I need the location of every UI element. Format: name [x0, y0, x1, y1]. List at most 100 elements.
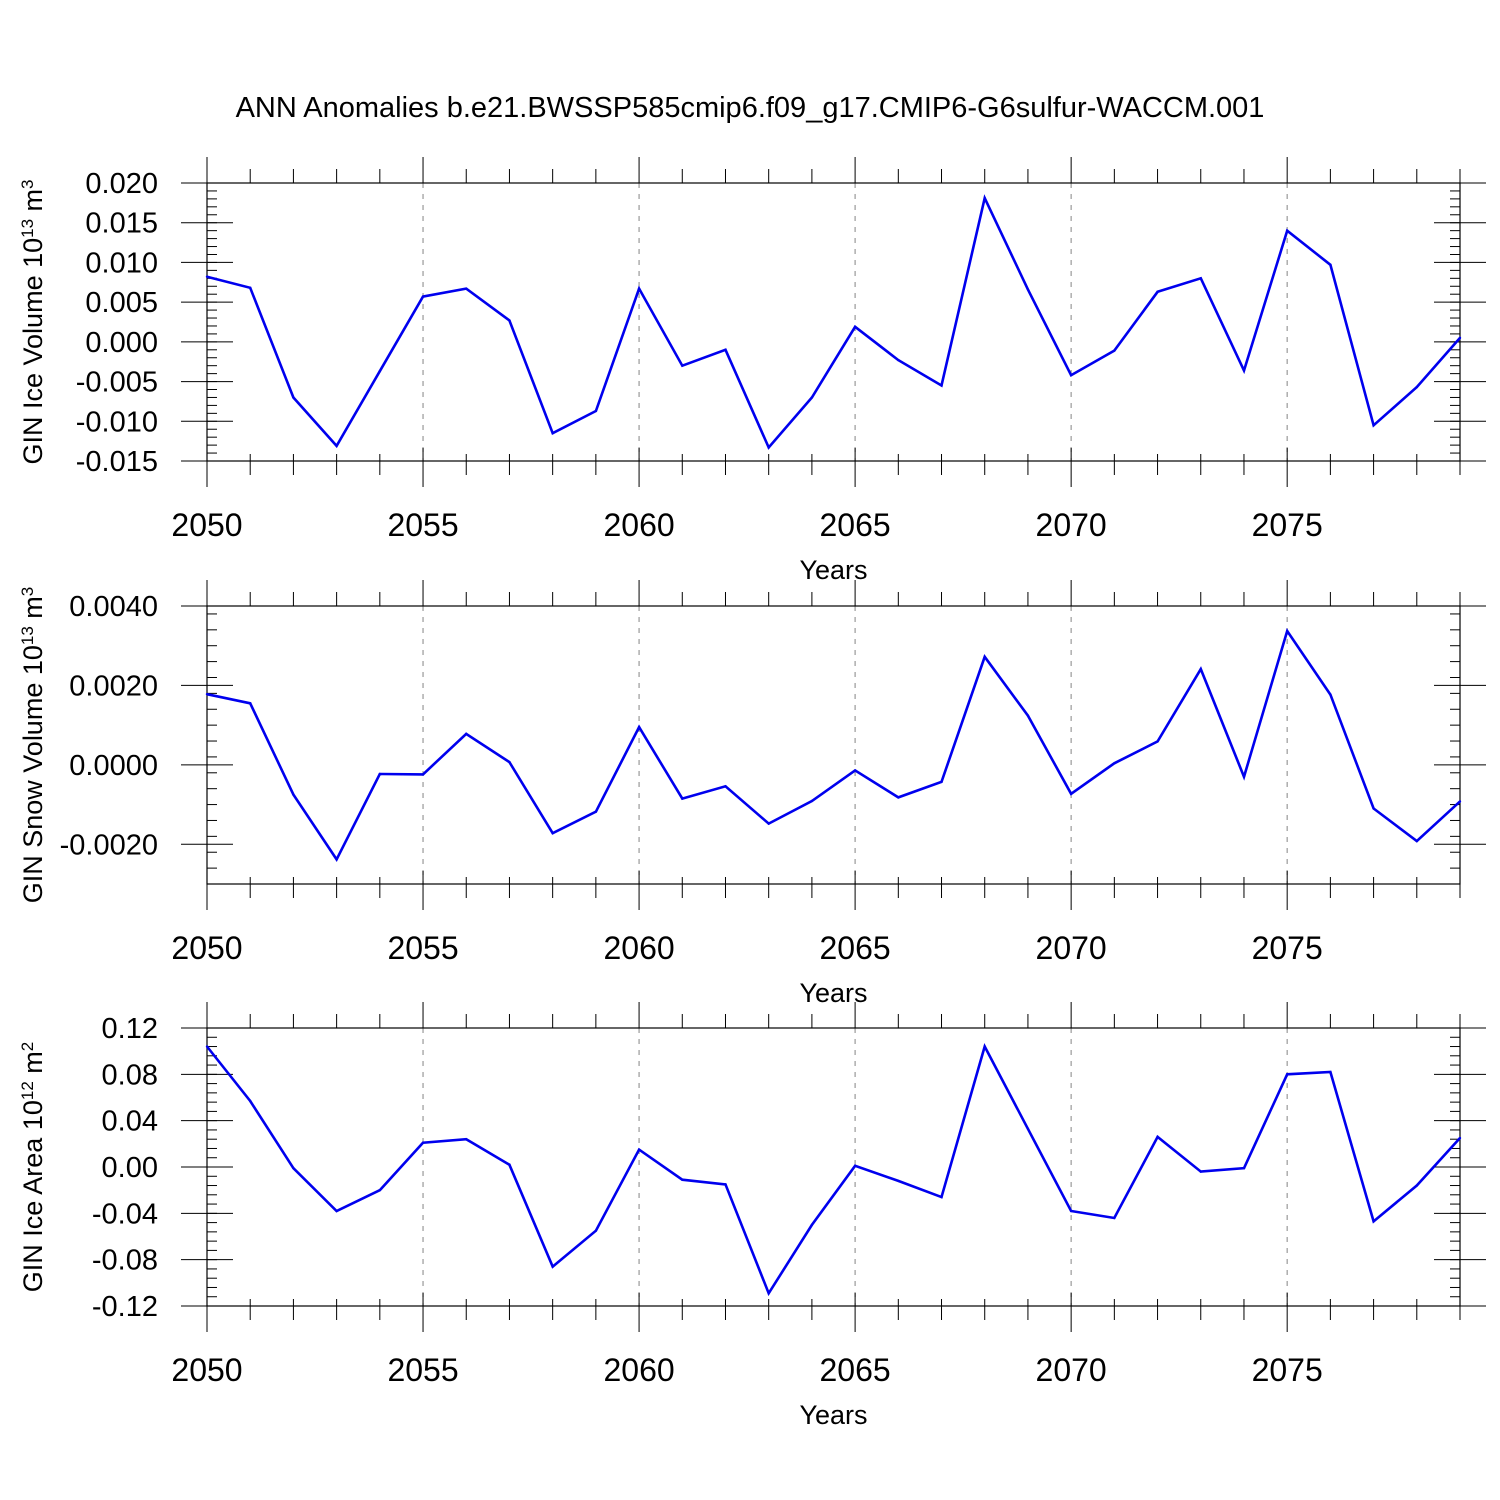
data-point: [508, 1163, 511, 1166]
data-point: [205, 275, 209, 278]
data-point: [465, 287, 468, 290]
y-tick-label: 0.12: [102, 1013, 158, 1045]
x-tick-label: 2070: [1036, 930, 1107, 966]
plot-frame: [206, 605, 1461, 885]
data-point: [1329, 263, 1332, 267]
data-point: [335, 1209, 338, 1213]
data-point: [1069, 792, 1073, 796]
data-point: [940, 384, 943, 387]
y-axis-title-unit-exponent: 3: [18, 179, 37, 188]
x-tick-label: 2055: [387, 930, 458, 966]
data-point: [1156, 1135, 1159, 1139]
y-axis-title: GIN Snow Volume 1013 m3: [18, 587, 49, 904]
y-tick-label: 0.0000: [69, 750, 158, 782]
x-tick-label: 2060: [603, 930, 674, 966]
x-tick-label: 2055: [387, 507, 458, 543]
data-point: [1458, 336, 1462, 340]
series-line-snow-volume: [206, 627, 1461, 862]
data-point: [508, 319, 511, 322]
x-tick-label: 2060: [603, 1352, 674, 1388]
data-point: [292, 396, 295, 399]
data-point: [1372, 1220, 1375, 1223]
y-axis-title-exponent: 13: [18, 219, 37, 238]
data-point: [724, 348, 727, 351]
data-point: [810, 799, 814, 803]
y-tick-label: -0.04: [92, 1198, 158, 1230]
data-point: [1113, 762, 1116, 765]
y-tick-label: 0.0040: [69, 591, 158, 623]
y-axis-title-exponent: 13: [18, 626, 37, 645]
y-tick-label: -0.12: [92, 1291, 158, 1323]
y-tick-label: 0.020: [85, 168, 158, 200]
data-point: [421, 295, 425, 298]
data-point: [378, 772, 382, 776]
data-point: [1199, 667, 1202, 671]
data-point: [465, 732, 468, 736]
y-tick-label: -0.08: [92, 1245, 158, 1277]
series-line-ice-area: [205, 1043, 1461, 1297]
data-point: [1069, 1209, 1073, 1213]
data-point: [681, 364, 684, 367]
data-point: [1199, 1170, 1202, 1173]
y-tick-label: -0.0020: [60, 829, 158, 861]
y-axis-title: GIN Ice Volume 1013 m3: [18, 179, 49, 464]
data-point: [1199, 277, 1202, 280]
x-tick-label: 2060: [603, 507, 674, 543]
y-tick-label: 0.015: [85, 208, 158, 240]
data-point: [810, 1223, 814, 1227]
x-axis-title: Years: [799, 978, 867, 1008]
data-point: [853, 325, 857, 328]
y-axis-title-unit-exponent: 2: [18, 1042, 37, 1051]
data-point: [1329, 693, 1332, 696]
x-tick-label: 2055: [387, 1352, 458, 1388]
data-point: [421, 1141, 425, 1144]
x-tick-label: 2075: [1252, 1352, 1323, 1388]
data-point: [249, 702, 252, 705]
chart-panel-ice-volume: -0.015 -0.010 -0.005 0.000 0.005 0.010 0.015 0.…: [18, 157, 1486, 585]
data-point: [681, 797, 684, 800]
data-point: [335, 444, 338, 448]
data-point: [378, 370, 382, 373]
y-axis-title-text: GIN Ice Volume 10: [18, 238, 48, 465]
data-point: [1415, 839, 1418, 843]
plot-frame: [206, 1027, 1461, 1307]
y-axis-title-unit-exponent: 3: [18, 587, 37, 596]
data-point: [594, 409, 598, 413]
data-point: [637, 1148, 641, 1151]
data-point: [1113, 349, 1116, 352]
x-tick-label: 2065: [820, 507, 891, 543]
data-point: [724, 1183, 727, 1186]
data-point: [1458, 800, 1462, 803]
y-tick-label: 0.04: [102, 1106, 158, 1138]
data-point: [292, 793, 295, 796]
data-point: [249, 1099, 252, 1103]
y-axis-title-unit: m: [18, 1051, 48, 1081]
data-point: [508, 760, 511, 764]
data-point: [940, 780, 943, 784]
data-point: [378, 1188, 382, 1192]
data-point: [1285, 1073, 1289, 1076]
data-point: [637, 287, 641, 290]
data-point: [1242, 369, 1246, 372]
data-point: [335, 858, 338, 861]
y-tick-label: 0.00: [102, 1152, 158, 1184]
data-point: [983, 1045, 986, 1048]
data-point: [1113, 1216, 1116, 1220]
x-tick-label: 2070: [1036, 1352, 1107, 1388]
data-point: [1285, 229, 1289, 232]
page-title: ANN Anomalies b.e21.BWSSP585cmip6.f09_g1…: [235, 92, 1265, 124]
data-point: [1285, 629, 1289, 633]
data-point: [594, 810, 598, 813]
y-tick-label: 0.08: [102, 1059, 158, 1091]
data-point: [551, 432, 554, 435]
data-point: [1372, 807, 1375, 810]
y-tick-label: -0.015: [76, 446, 158, 478]
data-point: [940, 1195, 943, 1199]
x-axis-title: Years: [799, 555, 867, 585]
y-tick-label: 0.005: [85, 287, 158, 319]
data-point: [681, 1178, 684, 1181]
y-axis-title-text: GIN Snow Volume 10: [18, 645, 48, 903]
data-point: [205, 1045, 209, 1048]
y-tick-label: 0.000: [85, 327, 158, 359]
